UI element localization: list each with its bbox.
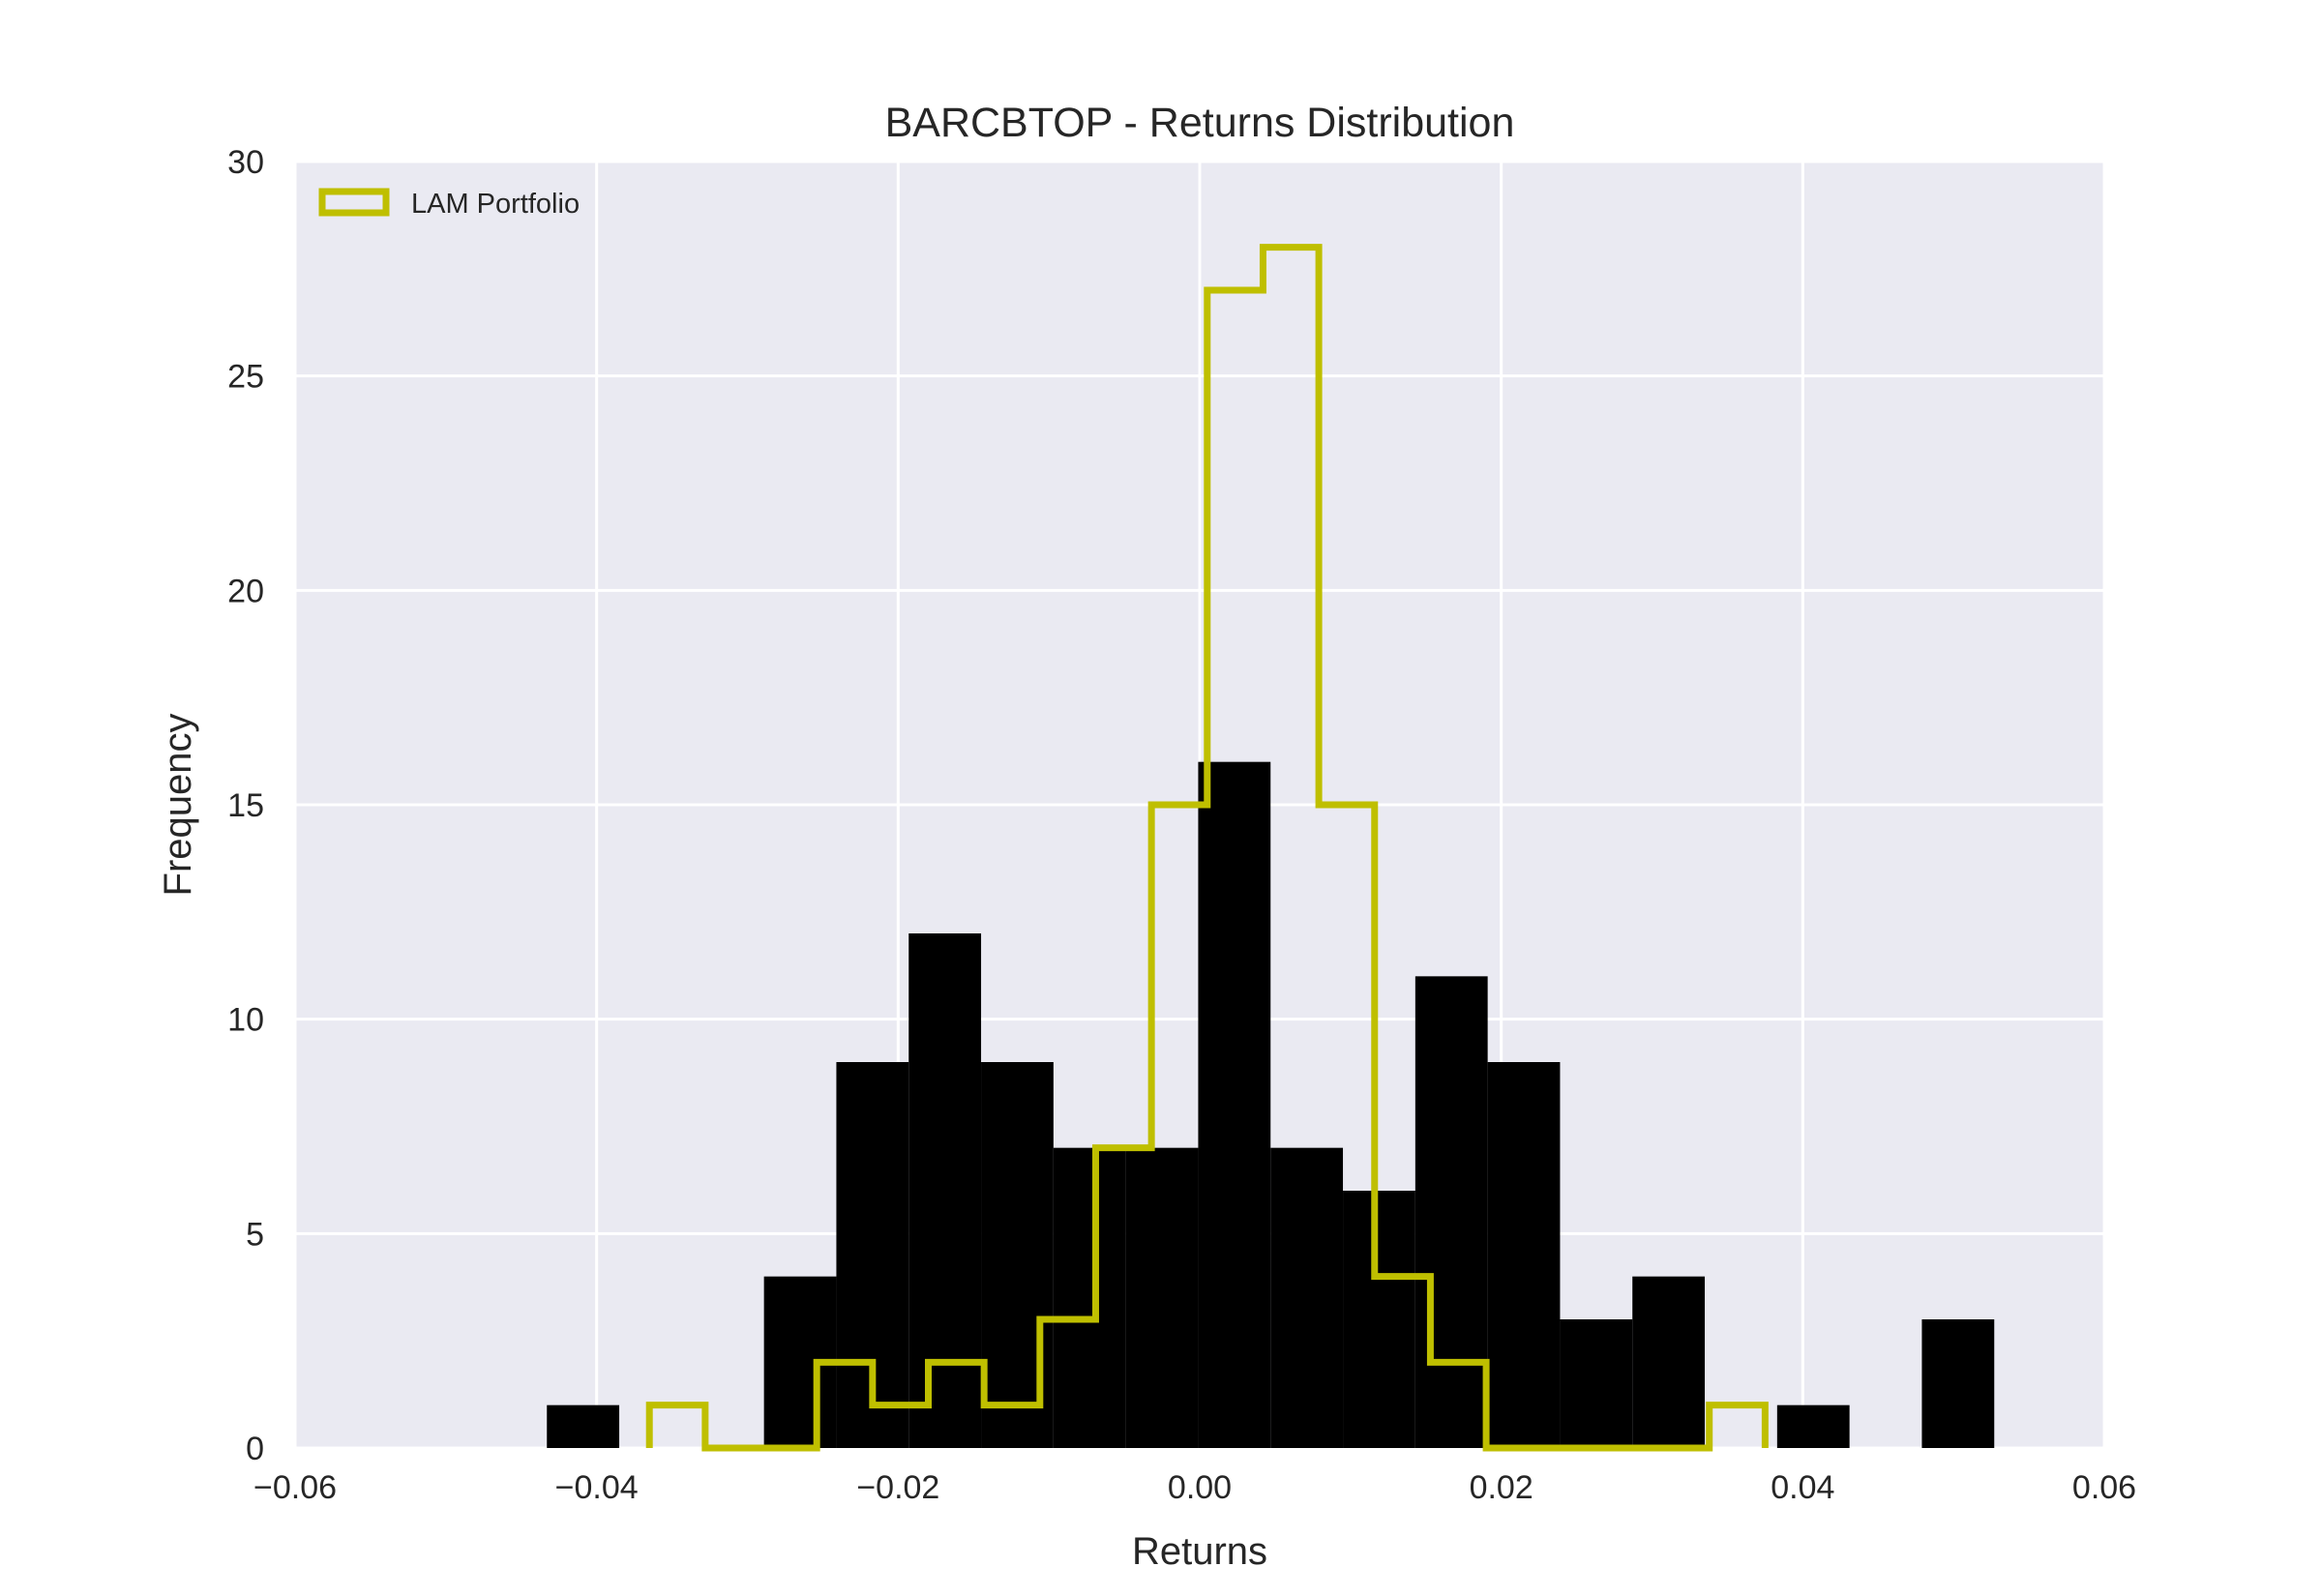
histogram-bar-19 [1921,1319,1995,1448]
x-tick-label: −0.06 [253,1469,337,1506]
x-axis-label: Returns [1132,1530,1267,1573]
step-series [645,244,1769,1452]
histogram-bar-8 [1125,1147,1199,1448]
y-tick-label: 10 [227,1002,264,1039]
histogram-bar-14 [1560,1319,1633,1448]
histogram-bar-0 [547,1404,620,1448]
legend: LAM Portfolio [318,188,580,220]
y-tick-label: 20 [227,573,264,609]
step-series-line [645,244,1769,1452]
histogram-bar-9 [1198,761,1271,1448]
y-tick-label: 15 [227,787,264,824]
y-tick-label: 25 [227,359,264,396]
x-tick-label: −0.04 [555,1469,639,1506]
histogram-bar-10 [1270,1147,1344,1448]
histogram-bar-15 [1632,1276,1706,1448]
histogram-bar-11 [1343,1191,1415,1448]
chart-title: BARCBTOP - Returns Distribution [885,100,1515,146]
x-tick-label: 0.06 [2072,1469,2136,1506]
histogram-bar-12 [1414,976,1488,1448]
x-tick-label: 0.02 [1470,1469,1533,1506]
histogram-bar-5 [908,933,982,1448]
legend-label: LAM Portfolio [411,189,580,220]
histogram-bar-13 [1487,1062,1561,1448]
y-tick-label: 5 [246,1216,264,1253]
y-tick-label: 30 [227,144,264,181]
x-axis-ticks: −0.06 −0.04 −0.02 0.00 0.02 0.04 0.06 [253,1469,2136,1506]
x-tick-label: 0.00 [1168,1469,1232,1506]
y-tick-label: 0 [246,1431,264,1467]
x-tick-label: −0.02 [856,1469,939,1506]
y-axis-ticks: 0 5 10 15 20 25 30 [227,144,264,1467]
x-tick-label: 0.04 [1771,1469,1834,1506]
y-axis-label: Frequency [157,714,199,897]
histogram-bar-17 [1776,1404,1850,1448]
histogram-bar-7 [1053,1147,1126,1448]
legend-swatch [318,188,390,217]
